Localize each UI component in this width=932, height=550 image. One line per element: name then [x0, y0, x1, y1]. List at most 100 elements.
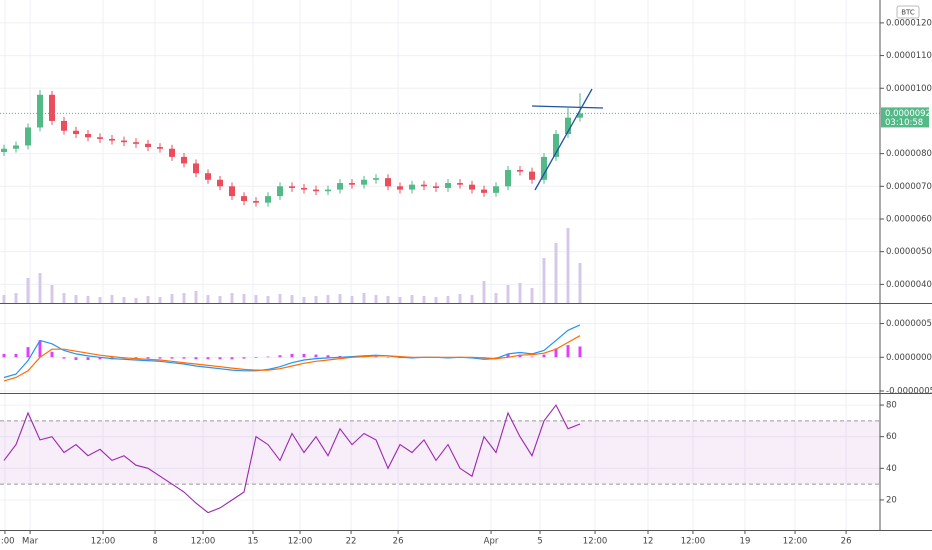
- volume-bar: [542, 258, 546, 303]
- x-tick-label: 12:00: [191, 537, 216, 547]
- volume-bar: [218, 296, 222, 303]
- macd-histogram-bar: [14, 353, 18, 358]
- volume-bar: [242, 294, 246, 303]
- volume-bar: [230, 293, 234, 303]
- volume-bar: [290, 295, 294, 303]
- volume-bar: [98, 297, 102, 303]
- candle-body: [577, 113, 583, 118]
- volume-bar: [338, 294, 342, 303]
- candle-body: [325, 189, 331, 192]
- volume-bar: [26, 278, 30, 303]
- currency-badge[interactable]: [896, 5, 920, 19]
- last-price-tag: [881, 107, 929, 128]
- volume-bar: [386, 296, 390, 303]
- y-tick-label: 60: [886, 432, 897, 442]
- volume-bar: [38, 273, 42, 303]
- macd-histogram-bar: [302, 353, 306, 358]
- candle-body: [265, 196, 271, 203]
- x-tick-label: 12: [643, 537, 654, 547]
- candle-body: [553, 134, 559, 157]
- x-tick-label: 12:00: [783, 537, 808, 547]
- candle-body: [193, 163, 199, 174]
- volume-bar: [326, 295, 330, 303]
- candle-body: [385, 178, 391, 187]
- trend-line-horizontal: [531, 105, 604, 109]
- macd-histogram-bar: [134, 357, 138, 359]
- candle-body: [157, 147, 163, 149]
- candle-body: [169, 148, 175, 157]
- trend-line-rising: [534, 88, 593, 191]
- macd-histogram-bar: [194, 357, 198, 360]
- volume-bar: [554, 243, 558, 303]
- mark-layer: [0, 89, 880, 514]
- macd-histogram-bar: [374, 356, 378, 358]
- volume-bar: [110, 295, 114, 303]
- candle-body: [529, 171, 535, 180]
- macd-histogram-bar: [314, 354, 318, 358]
- volume-bar: [14, 293, 18, 303]
- volume-bar: [494, 293, 498, 303]
- volume-bar: [74, 295, 78, 303]
- volume-bar: [506, 285, 510, 303]
- macd-histogram-bar: [50, 351, 54, 358]
- candle-body: [217, 179, 223, 187]
- macd-histogram-bar: [326, 355, 330, 358]
- x-tick-label: 12:00: [288, 537, 313, 547]
- x-tick-label: 12:00: [583, 537, 608, 547]
- candle-body: [133, 142, 139, 144]
- macd-histogram-bar: [170, 357, 174, 359]
- macd-histogram-bar: [254, 357, 258, 358]
- volume-bar: [530, 288, 534, 303]
- candle-body: [205, 173, 211, 180]
- macd-histogram-bar: [578, 346, 582, 358]
- candle-body: [229, 186, 235, 197]
- volume-bar: [182, 293, 186, 303]
- last-price-label: 0.00000923: [885, 109, 932, 119]
- candle-body: [457, 183, 463, 185]
- macd-histogram-bar: [158, 357, 162, 359]
- candle-body: [445, 183, 451, 188]
- candle-body: [397, 186, 403, 190]
- candle-body: [337, 183, 343, 190]
- candle-body: [469, 184, 475, 190]
- macd-histogram-bar: [2, 353, 6, 358]
- macd-histogram-bar: [206, 357, 210, 360]
- candle-body: [145, 143, 151, 148]
- macd-histogram-bar: [182, 357, 186, 359]
- macd-histogram-bar: [62, 357, 66, 359]
- candle-body: [433, 186, 439, 188]
- volume-bar: [62, 293, 66, 303]
- currency-label: BTC: [901, 9, 915, 17]
- x-tick-label: Apr: [484, 537, 499, 547]
- volume-bar: [266, 296, 270, 303]
- x-tick-label: 26: [841, 537, 852, 547]
- x-tick-label: 5: [537, 537, 542, 547]
- candle-body: [541, 156, 547, 180]
- volume-bar: [350, 296, 354, 303]
- volume-bar: [170, 294, 174, 303]
- y-tick-label: 20: [886, 495, 897, 505]
- volume-bar: [422, 296, 426, 303]
- volume-bar: [134, 298, 138, 303]
- candle-body: [361, 179, 367, 185]
- candle-body: [61, 120, 67, 131]
- macd-histogram-bar: [74, 357, 78, 360]
- candle-body: [517, 169, 523, 172]
- candle-body: [421, 184, 427, 187]
- macd-histogram-bar: [278, 355, 282, 358]
- candle-body: [253, 201, 259, 203]
- volume-bar: [566, 228, 570, 303]
- candle-body: [313, 189, 319, 192]
- rsi-line: [3, 404, 581, 514]
- macd-histogram-bar: [506, 353, 510, 358]
- candle-body: [121, 140, 127, 143]
- x-tick-label: 26: [393, 537, 404, 547]
- candle-body: [49, 94, 55, 121]
- macd-histogram-bar: [542, 354, 546, 358]
